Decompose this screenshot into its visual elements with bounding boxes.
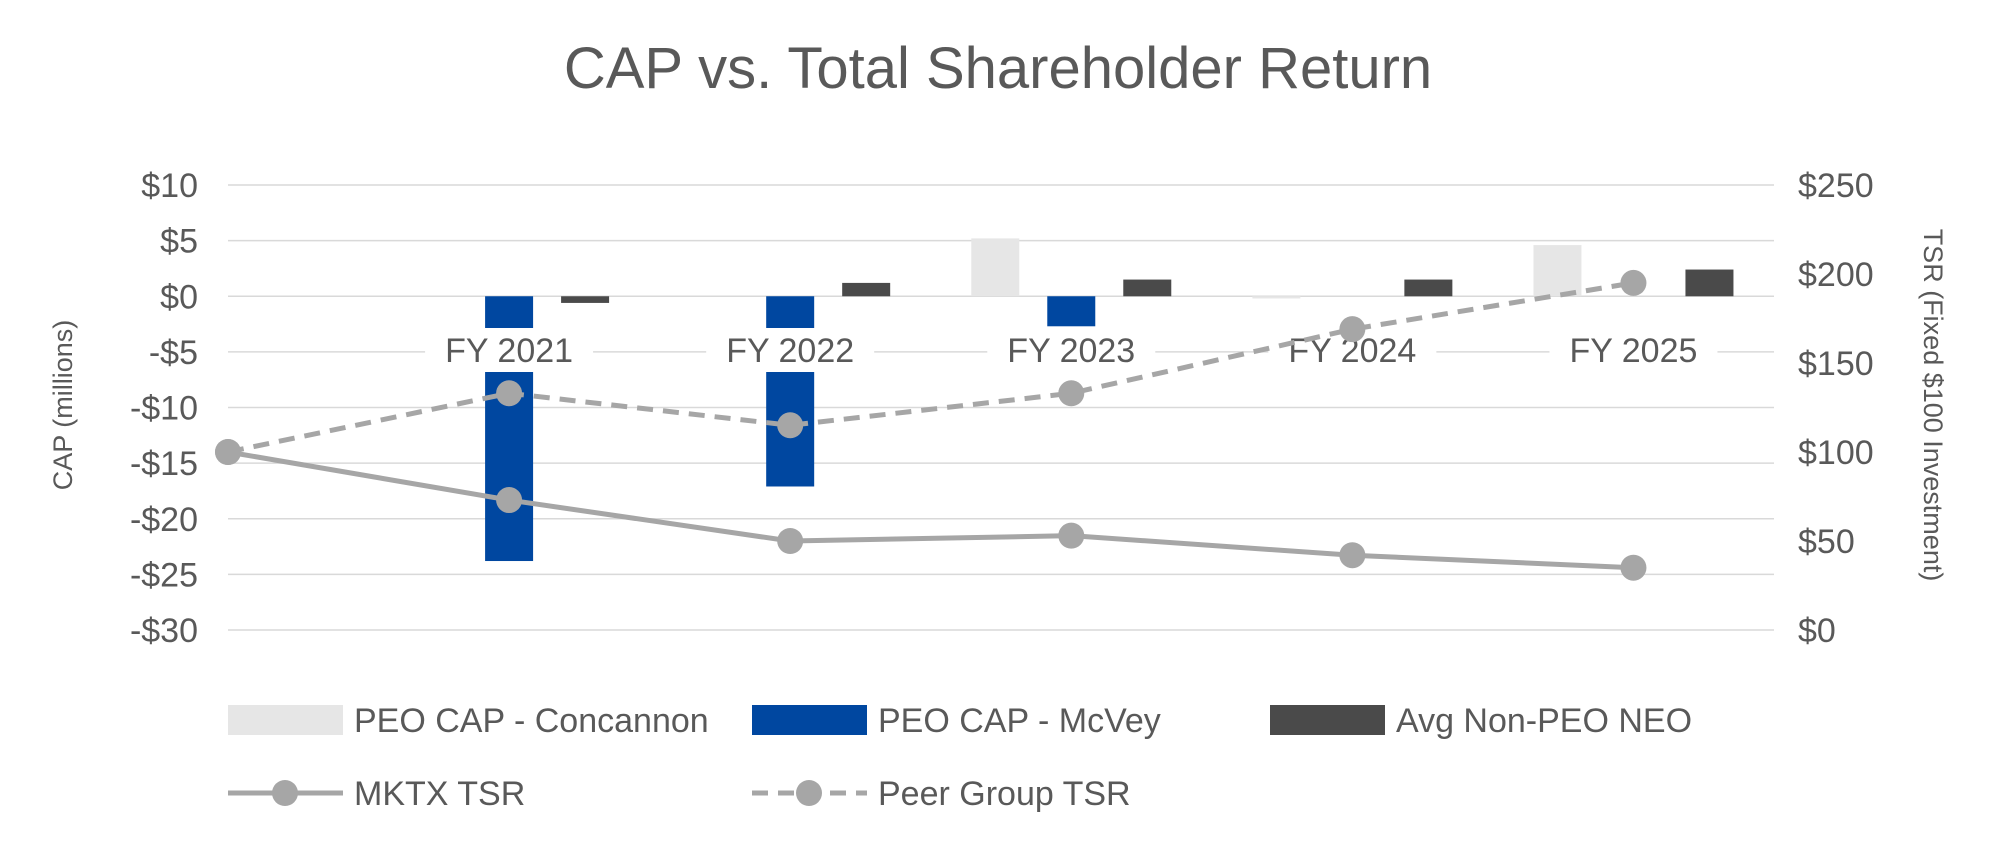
right-tick-label: $100 <box>1798 434 1874 472</box>
left-tick-label: -$5 <box>149 334 198 372</box>
tsr-point <box>215 439 241 465</box>
category-label-backing <box>425 328 594 372</box>
legend-label: PEO CAP - Concannon <box>354 702 709 740</box>
tsr-line <box>227 449 1634 571</box>
legend-label: PEO CAP - McVey <box>878 702 1161 740</box>
category-label-backing <box>987 328 1156 372</box>
category-labels: FY 2021 FY 2022 FY 2023 FY 2024 FY 2025 <box>425 328 1718 372</box>
legend-marker <box>272 780 298 806</box>
bar <box>971 238 1020 297</box>
tsr-point <box>1058 380 1085 407</box>
bar <box>1123 279 1172 297</box>
category-label: FY 2023 <box>1007 332 1135 370</box>
legend: PEO CAP - Concannon PEO CAP - McVey Avg No… <box>228 702 1692 813</box>
right-axis-ticks: $250 $200 $150 $100 $50 $0 <box>1798 167 1874 650</box>
left-tick-label: -$30 <box>130 612 198 650</box>
tsr-point <box>1339 542 1366 569</box>
right-axis-title: TSR (Fixed $100 Investment) <box>1918 229 1948 582</box>
left-tick-label: -$15 <box>130 445 198 483</box>
category-label-backing <box>1549 328 1718 372</box>
right-tick-label: $50 <box>1798 523 1855 561</box>
tsr-lines <box>215 269 1647 581</box>
legend-swatch <box>228 705 343 735</box>
bar <box>1047 296 1096 327</box>
legend-swatch <box>1270 705 1385 735</box>
left-tick-label: -$10 <box>130 390 198 428</box>
category-label: FY 2025 <box>1569 332 1697 370</box>
left-tick-label: $0 <box>160 278 198 316</box>
right-tick-label: $250 <box>1798 167 1874 205</box>
legend-label: Peer Group TSR <box>878 775 1131 813</box>
tsr-point <box>777 412 804 439</box>
tsr-point <box>1058 522 1085 549</box>
category-label-backing <box>706 328 875 372</box>
tsr-point <box>496 487 523 514</box>
chart-title: CAP vs. Total Shareholder Return <box>564 36 1432 101</box>
left-tick-label: $5 <box>160 223 198 261</box>
bar <box>1685 269 1734 297</box>
left-tick-label: -$20 <box>130 501 198 539</box>
bar <box>561 296 610 303</box>
bar <box>1404 279 1453 297</box>
right-tick-label: $0 <box>1798 612 1836 650</box>
bar <box>1252 296 1301 299</box>
left-tick-label: -$25 <box>130 556 198 594</box>
tsr-line <box>227 280 1634 455</box>
right-tick-label: $200 <box>1798 256 1874 294</box>
left-tick-label: $10 <box>141 167 198 205</box>
legend-label: MKTX TSR <box>354 775 525 813</box>
legend-swatch <box>752 705 867 735</box>
tsr-point <box>1620 554 1647 581</box>
left-axis-ticks: $10 $5 $0 -$5 -$10 -$15 -$20 -$25 -$30 <box>130 167 198 650</box>
legend-label: Avg Non-PEO NEO <box>1396 702 1692 740</box>
left-axis-title: CAP (millions) <box>48 320 78 491</box>
bar <box>766 296 815 487</box>
legend-marker <box>796 780 822 806</box>
right-tick-label: $150 <box>1798 345 1874 383</box>
bars <box>485 238 1734 562</box>
category-label: FY 2022 <box>726 332 854 370</box>
bar <box>842 282 891 297</box>
tsr-point <box>777 528 804 554</box>
bar <box>1533 245 1582 297</box>
tsr-point <box>1620 269 1647 296</box>
tsr-point <box>1339 316 1366 343</box>
category-label: FY 2021 <box>445 332 573 370</box>
tsr-point <box>496 380 523 407</box>
